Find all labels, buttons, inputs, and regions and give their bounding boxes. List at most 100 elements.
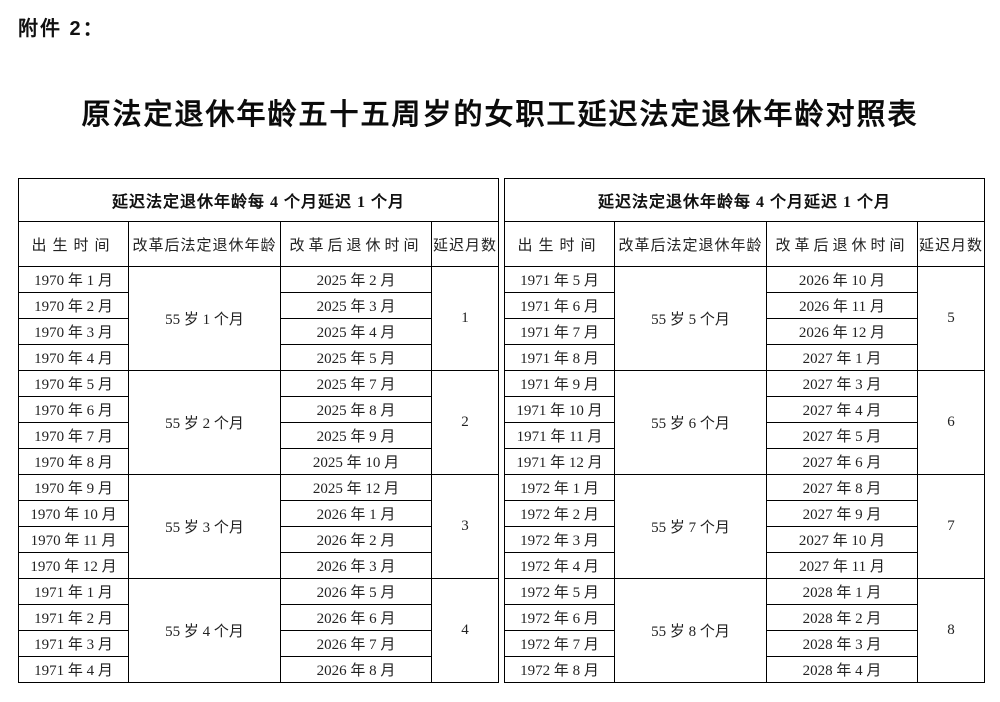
new-retirement-date-cell: 2027 年 3 月 — [766, 370, 919, 397]
new-retirement-date-cell: 2027 年 6 月 — [766, 448, 919, 475]
column-header-retirement-age: 改革后法定退休年龄 — [128, 221, 281, 267]
new-retirement-date-cell: 2025 年 4 月 — [280, 318, 432, 345]
birth-date-cell: 1970 年 2 月 — [18, 292, 129, 319]
new-retirement-age-cell: 55 岁 4 个月 — [128, 578, 281, 683]
table-row: 1970 年 11 月 2026 年 2 月 — [18, 526, 499, 553]
new-retirement-date-cell: 2027 年 11 月 — [766, 552, 919, 579]
new-retirement-age-cell: 55 岁 7 个月 — [614, 474, 768, 579]
new-retirement-date-cell: 2027 年 1 月 — [766, 344, 919, 371]
birth-date-cell: 1970 年 4 月 — [18, 344, 129, 371]
birth-date-cell: 1970 年 3 月 — [18, 318, 129, 345]
table-row: 1970 年 3 月 2025 年 4 月 — [18, 318, 499, 345]
new-retirement-date-cell: 2026 年 8 月 — [280, 656, 432, 683]
table-row: 1972 年 3 月 2027 年 10 月 — [504, 526, 985, 553]
birth-date-cell: 1970 年 7 月 — [18, 422, 129, 449]
column-header-birth-date: 出生时间 — [504, 221, 616, 267]
group-header-cell: 延迟法定退休年龄每 4 个月延迟 1 个月 — [17, 178, 500, 222]
new-retirement-date-cell: 2026 年 1 月 — [280, 500, 432, 527]
table-row: 1971 年 2 月 2026 年 6 月 — [18, 604, 499, 631]
new-retirement-date-cell: 2025 年 7 月 — [280, 370, 432, 397]
column-header-retirement-age: 改革后法定退休年龄 — [614, 221, 768, 267]
table-row: 1970 年 2 月 2025 年 3 月 — [18, 292, 499, 319]
delay-months-cell: 2 — [430, 370, 500, 475]
table-row: 1972 年 8 月 2028 年 4 月 — [504, 656, 985, 683]
table-row: 延迟法定退休年龄每 4 个月延迟 1 个月 — [504, 178, 986, 222]
new-retirement-date-cell: 2027 年 4 月 — [766, 396, 919, 423]
birth-date-cell: 1970 年 6 月 — [18, 396, 129, 423]
birth-date-cell: 1970 年 10 月 — [18, 500, 129, 527]
column-header-delay-months: 延迟月数 — [917, 221, 986, 267]
table-body-right: 1971 年 5 月 55 岁 5 个月 2026 年 10 月 5 1971 年 6 … — [504, 266, 986, 683]
new-retirement-date-cell: 2025 年 10 月 — [280, 448, 432, 475]
table-row: 1970 年 8 月 2025 年 10 月 — [18, 448, 499, 475]
column-header-retirement-date: 改革后退休时间 — [766, 221, 919, 267]
birth-date-cell: 1971 年 4 月 — [18, 656, 129, 683]
page-title: 原法定退休年龄五十五周岁的女职工延迟法定退休年龄对照表 — [81, 99, 919, 131]
new-retirement-date-cell: 2026 年 6 月 — [280, 604, 432, 631]
birth-date-cell: 1970 年 8 月 — [18, 448, 129, 475]
retirement-table-left: 延迟法定退休年龄每 4 个月延迟 1 个月 出生时间 改革后法定退休年龄 改革后… — [17, 178, 500, 683]
table-row: 出生时间 改革后法定退休年龄 改革后退休时间 延迟月数 — [18, 221, 500, 267]
birth-date-cell: 1970 年 5 月 — [18, 370, 129, 397]
new-retirement-date-cell: 2026 年 10 月 — [766, 266, 919, 293]
table-row: 1971 年 10 月 2027 年 4 月 — [504, 396, 985, 423]
birth-date-cell: 1972 年 5 月 — [504, 578, 616, 605]
new-retirement-date-cell: 2027 年 9 月 — [766, 500, 919, 527]
birth-date-cell: 1970 年 11 月 — [18, 526, 129, 553]
birth-date-cell: 1972 年 7 月 — [504, 630, 616, 657]
table-row: 1972 年 6 月 2028 年 2 月 — [504, 604, 985, 631]
new-retirement-date-cell: 2026 年 2 月 — [280, 526, 432, 553]
new-retirement-date-cell: 2026 年 11 月 — [766, 292, 919, 319]
new-retirement-age-cell: 55 岁 6 个月 — [614, 370, 768, 475]
birth-date-cell: 1971 年 12 月 — [504, 448, 616, 475]
attachment-label: 附件 2： — [18, 18, 105, 40]
birth-date-cell: 1971 年 1 月 — [18, 578, 129, 605]
table-row: 1972 年 7 月 2028 年 3 月 — [504, 630, 985, 657]
delay-months-cell: 6 — [917, 370, 986, 475]
table-row: 出生时间 改革后法定退休年龄 改革后退休时间 延迟月数 — [504, 221, 986, 267]
new-retirement-age-cell: 55 岁 5 个月 — [614, 266, 768, 371]
new-retirement-age-cell: 55 岁 3 个月 — [128, 474, 281, 579]
table-row: 1970 年 7 月 2025 年 9 月 — [18, 422, 499, 449]
new-retirement-age-cell: 55 岁 1 个月 — [128, 266, 281, 371]
new-retirement-date-cell: 2026 年 3 月 — [280, 552, 432, 579]
comparison-table-wrapper: 延迟法定退休年龄每 4 个月延迟 1 个月 出生时间 改革后法定退休年龄 改革后… — [17, 178, 986, 683]
retirement-table-right: 延迟法定退休年龄每 4 个月延迟 1 个月 出生时间 改革后法定退休年龄 改革后… — [504, 178, 986, 683]
birth-date-cell: 1970 年 1 月 — [18, 266, 129, 293]
delay-months-cell: 4 — [430, 578, 500, 683]
new-retirement-date-cell: 2028 年 4 月 — [766, 656, 919, 683]
table-row: 1971 年 4 月 2026 年 8 月 — [18, 656, 499, 683]
new-retirement-date-cell: 2027 年 10 月 — [766, 526, 919, 553]
new-retirement-date-cell: 2026 年 5 月 — [280, 578, 432, 605]
new-retirement-date-cell: 2025 年 5 月 — [280, 344, 432, 371]
delay-months-cell: 7 — [917, 474, 986, 579]
new-retirement-date-cell: 2025 年 8 月 — [280, 396, 432, 423]
birth-date-cell: 1971 年 9 月 — [504, 370, 616, 397]
new-retirement-date-cell: 2025 年 12 月 — [280, 474, 432, 501]
table-row: 1970 年 6 月 2025 年 8 月 — [18, 396, 499, 423]
birth-date-cell: 1972 年 3 月 — [504, 526, 616, 553]
new-retirement-date-cell: 2025 年 2 月 — [280, 266, 432, 293]
birth-date-cell: 1972 年 2 月 — [504, 500, 616, 527]
column-header-birth-date: 出生时间 — [18, 221, 129, 267]
table-row: 延迟法定退休年龄每 4 个月延迟 1 个月 — [17, 178, 500, 222]
birth-date-cell: 1971 年 11 月 — [504, 422, 616, 449]
birth-date-cell: 1971 年 3 月 — [18, 630, 129, 657]
new-retirement-age-cell: 55 岁 8 个月 — [614, 578, 768, 683]
birth-date-cell: 1972 年 6 月 — [504, 604, 616, 631]
new-retirement-date-cell: 2028 年 1 月 — [766, 578, 919, 605]
birth-date-cell: 1971 年 8 月 — [504, 344, 616, 371]
table-row: 1971 年 6 月 2026 年 11 月 — [504, 292, 985, 319]
delay-months-cell: 5 — [917, 266, 986, 371]
birth-date-cell: 1972 年 4 月 — [504, 552, 616, 579]
column-header-delay-months: 延迟月数 — [430, 221, 500, 267]
birth-date-cell: 1972 年 1 月 — [504, 474, 616, 501]
birth-date-cell: 1972 年 8 月 — [504, 656, 616, 683]
birth-date-cell: 1971 年 7 月 — [504, 318, 616, 345]
